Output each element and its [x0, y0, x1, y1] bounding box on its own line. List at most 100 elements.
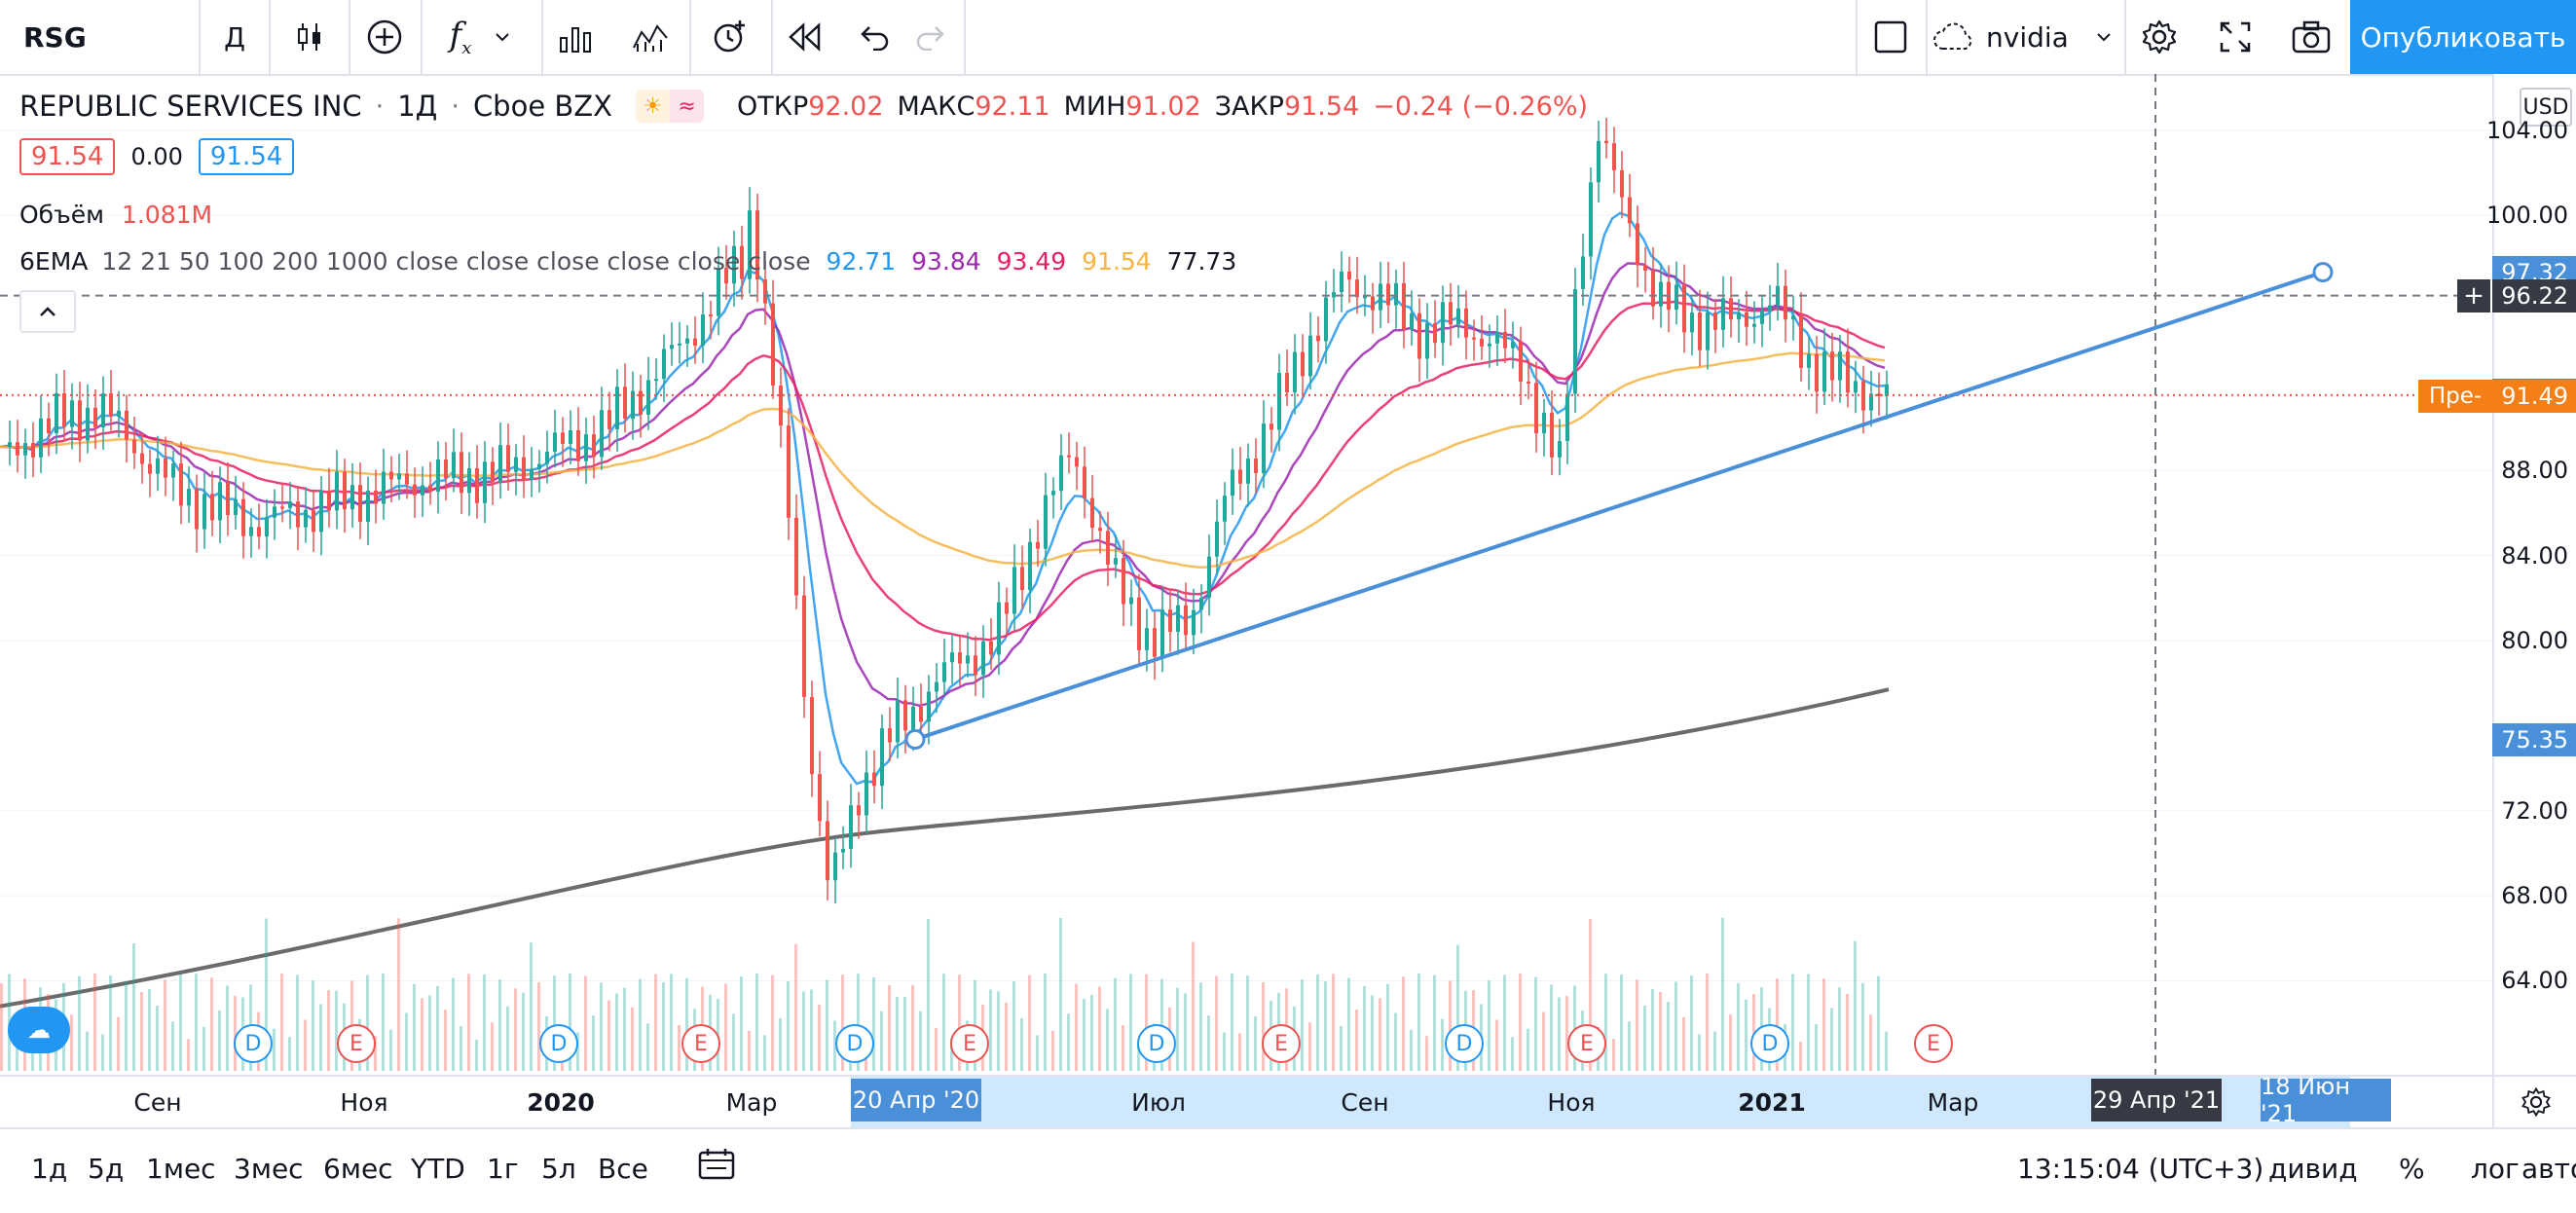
rewind-icon [789, 22, 821, 52]
range-button[interactable]: 5л [541, 1153, 576, 1185]
redo-button[interactable] [898, 0, 962, 74]
add-alert-plus-button[interactable]: + [2457, 278, 2490, 312]
ask-box[interactable]: 91.54 [198, 138, 295, 175]
candle-body [1386, 283, 1390, 306]
financials-button[interactable] [543, 0, 607, 74]
replay-button[interactable] [773, 0, 837, 74]
currency-badge[interactable]: USD [2520, 88, 2572, 127]
volume-bar [195, 974, 198, 1071]
price-tick-label: 84.00 [2501, 541, 2568, 570]
range-button[interactable]: 1мес [146, 1153, 216, 1185]
candle-body [607, 410, 611, 429]
candle-body [826, 821, 829, 881]
dividend-event-badge[interactable]: D [835, 1024, 874, 1063]
volume-bar [1456, 944, 1459, 1071]
snapshot-button[interactable] [2282, 0, 2340, 74]
legend-exchange: Cboe BZX [472, 90, 613, 123]
range-button[interactable]: YTD [411, 1153, 465, 1185]
volume-bar [607, 1000, 610, 1071]
date-range-button[interactable] [697, 1147, 736, 1189]
dividends-toggle[interactable]: дивид [2268, 1153, 2358, 1185]
candles-icon [298, 23, 320, 51]
compare-button[interactable] [350, 0, 419, 74]
settings-button[interactable] [2130, 0, 2189, 74]
bid-box[interactable]: 91.54 [19, 138, 116, 175]
alert-button[interactable] [691, 0, 769, 74]
symbol-search[interactable]: RSG [14, 0, 199, 74]
percent-toggle[interactable]: % [2399, 1153, 2425, 1185]
candle-body [1417, 312, 1421, 359]
volume-bar [1604, 974, 1607, 1071]
candle-body [833, 852, 837, 881]
earnings-event-badge[interactable]: E [337, 1024, 376, 1063]
collapse-legend-button[interactable] [19, 290, 76, 333]
ema-legend[interactable]: 6EMA 12 21 50 100 200 1000 close close c… [19, 247, 1236, 276]
candle-body [1745, 312, 1748, 327]
earnings-event-badge[interactable]: E [1262, 1024, 1301, 1063]
fullscreen-button[interactable] [2208, 0, 2263, 74]
volume-bar [530, 942, 533, 1071]
volume-bar [1869, 1014, 1872, 1071]
candle-body [1706, 312, 1710, 350]
range-button[interactable]: 5д [88, 1153, 125, 1185]
auto-toggle[interactable]: авто [2521, 1153, 2576, 1185]
dividend-event-badge[interactable]: D [539, 1024, 578, 1063]
price-axis[interactable] [2492, 74, 2576, 1075]
volume-bar [1012, 980, 1015, 1071]
dividend-event-badge[interactable]: D [1445, 1024, 1484, 1063]
earnings-event-badge[interactable]: E [1914, 1024, 1953, 1063]
cloud-logo-icon[interactable]: ☁ [8, 1007, 70, 1053]
volume-legend[interactable]: Объём 1.081M [19, 201, 212, 229]
ema-value: 93.49 [988, 247, 1067, 276]
time-axis-settings[interactable] [2492, 1075, 2576, 1127]
volume-bar [1316, 974, 1319, 1071]
volume-bar [1145, 974, 1148, 1071]
candle-body [561, 432, 565, 444]
legend-title[interactable]: REPUBLIC SERVICES INC [19, 90, 362, 123]
volume-bar [1371, 995, 1374, 1071]
publish-button[interactable]: Опубликовать [2350, 0, 2576, 74]
volume-bar [1534, 976, 1537, 1071]
volume-bar [1215, 975, 1218, 1071]
volume-bar [296, 974, 299, 1071]
range-button[interactable]: 1д [31, 1153, 68, 1185]
dividend-event-badge[interactable]: D [1137, 1024, 1176, 1063]
volume-bar [140, 992, 143, 1071]
layout-button[interactable] [1861, 0, 1920, 74]
layout-name-button[interactable]: nvidia [1932, 0, 2116, 74]
candle-body [1503, 332, 1507, 349]
candle-body [179, 463, 183, 506]
candle-body [343, 471, 347, 510]
chart-style-button[interactable] [271, 0, 349, 74]
range-button[interactable]: 3мес [234, 1153, 304, 1185]
range-button[interactable]: Все [598, 1153, 648, 1185]
dividend-event-badge[interactable]: D [1750, 1024, 1789, 1063]
volume-bar [1885, 1031, 1888, 1071]
log-toggle[interactable]: лог [2471, 1153, 2520, 1185]
volume-bar [1425, 1036, 1428, 1071]
dividend-event-badge[interactable]: D [234, 1024, 273, 1063]
candle-body [319, 490, 323, 533]
volume-bar [1020, 1017, 1023, 1071]
range-button[interactable]: 6мес [323, 1153, 393, 1185]
undo-button[interactable] [843, 0, 907, 74]
candle-body [171, 463, 175, 478]
price-chart[interactable] [0, 74, 2492, 1075]
candle-body [210, 494, 214, 521]
earnings-event-badge[interactable]: E [1567, 1024, 1606, 1063]
volume-bar [1059, 917, 1062, 1071]
legend-interval: 1Д [397, 90, 438, 123]
clock-display[interactable]: 13:15:04 (UTC+3) [2017, 1153, 2264, 1185]
earnings-event-badge[interactable]: E [681, 1024, 720, 1063]
interval-button[interactable]: Д [201, 0, 269, 74]
candle-body [1612, 143, 1616, 170]
templates-button[interactable] [619, 0, 683, 74]
range-button[interactable]: 1г [487, 1153, 519, 1185]
volume-bar [1122, 1025, 1124, 1071]
time-axis[interactable]: Сен Ноя 2020 Мар Июл Сен Ноя 2021 Мар 20 Апр '20 2… [0, 1073, 2492, 1127]
earnings-event-badge[interactable]: E [950, 1024, 989, 1063]
candle-body [1456, 308, 1460, 325]
candle-body [888, 728, 892, 743]
indicators-button[interactable]: fx [423, 0, 539, 74]
volume-bar [1612, 1039, 1615, 1071]
